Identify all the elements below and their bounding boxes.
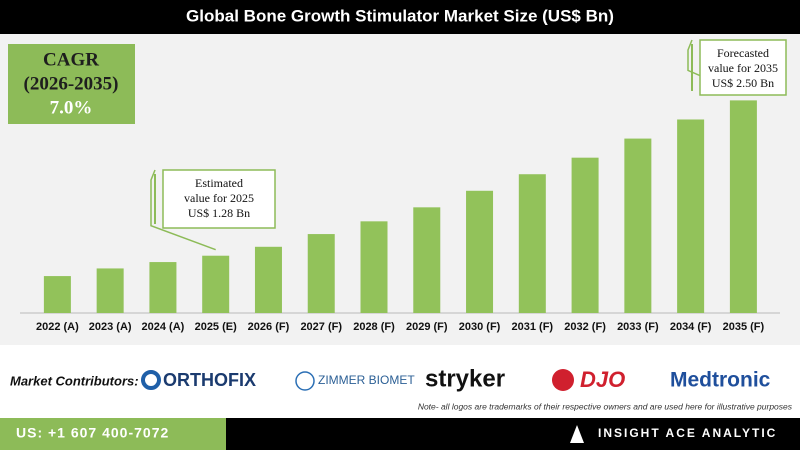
callout-text: value for 2035 (708, 61, 778, 75)
x-tick-label: 2033 (F) (617, 321, 659, 333)
x-tick-label: 2028 (F) (353, 321, 395, 333)
logo-medtronic: Medtronic (670, 369, 771, 392)
phone-box (0, 418, 226, 450)
bar (202, 255, 230, 313)
bar (149, 262, 177, 313)
x-tick-label: 2035 (F) (723, 321, 765, 333)
zimmer-icon (295, 371, 315, 391)
x-tick-label: 2029 (F) (406, 321, 448, 333)
callout-text: Forecasted (717, 46, 769, 60)
contributors-label: Market Contributors: (10, 373, 139, 388)
x-tick-label: 2032 (F) (564, 321, 606, 333)
bar (518, 174, 546, 313)
bar (466, 190, 494, 313)
cagr-box (8, 44, 135, 124)
logo-orthofix: ORTHOFIX (163, 370, 256, 390)
x-tick-label: 2025 (E) (195, 321, 238, 333)
x-tick-label: 2024 (A) (142, 321, 185, 333)
x-tick-label: 2022 (A) (36, 321, 79, 333)
bar (96, 268, 124, 313)
orthofix-icon (141, 370, 161, 390)
bar (43, 276, 71, 313)
bar (307, 234, 335, 313)
x-tick-label: 2031 (F) (512, 321, 554, 333)
chart-title: Global Bone Growth Stimulator Market Siz… (186, 6, 614, 25)
bar (413, 207, 441, 313)
brand: INSIGHT ACE ANALYTIC (598, 426, 777, 440)
bar (360, 221, 388, 313)
contributors-strip (0, 362, 800, 416)
x-tick-label: 2026 (F) (248, 321, 290, 333)
bar (677, 119, 705, 314)
cagr-label: CAGR (43, 49, 99, 70)
title-bar (0, 0, 800, 34)
cagr-period: (2026-2035) (24, 73, 119, 94)
brand-icon (570, 425, 584, 443)
callout-text: US$ 2.50 Bn (712, 76, 774, 90)
x-tick-label: 2023 (A) (89, 321, 132, 333)
cagr-value: 7.0% (50, 97, 93, 118)
bar (624, 138, 652, 313)
x-tick-label: 2027 (F) (300, 321, 342, 333)
bar (254, 246, 282, 313)
callout-box (162, 169, 276, 229)
bar (729, 100, 757, 313)
logo-stryker: stryker (425, 365, 505, 392)
djo-icon (552, 369, 574, 391)
callout-text: Estimated (195, 176, 243, 190)
bar (571, 157, 599, 313)
callout-text: value for 2025 (184, 191, 254, 205)
x-tick-label: 2034 (F) (670, 321, 712, 333)
phone: US: +1 607 400-7072 (16, 425, 169, 441)
callout-line (150, 169, 216, 251)
logo-djo: DJO (580, 367, 625, 392)
logo-note: Note- all logos are trademarks of their … (418, 401, 793, 411)
logo-zimmer: ZIMMER BIOMET (318, 373, 415, 387)
callout-text: US$ 1.28 Bn (188, 206, 250, 220)
callout-box (699, 39, 787, 96)
x-tick-label: 2030 (F) (459, 321, 501, 333)
